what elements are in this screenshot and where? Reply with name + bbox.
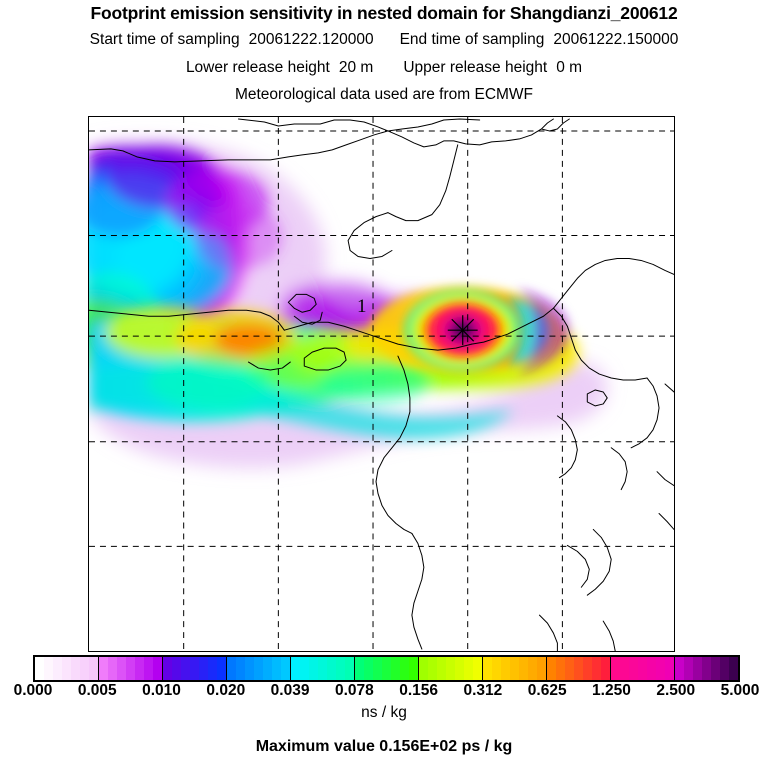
colorbar-gradient — [33, 655, 740, 682]
colorbar-segment — [611, 657, 675, 680]
maximum-value-label: Maximum value 0.156E+02 ps / kg — [255, 738, 513, 755]
colorbar-tick-label: 0.156 — [399, 682, 439, 699]
colorbar-tick-label: 5.000 — [720, 682, 760, 699]
map-plot-inner: 1 — [89, 117, 674, 651]
colorbar-tick-label: 0.000 — [13, 682, 53, 699]
release-point-star-icon — [447, 315, 478, 346]
colorbar-segment — [483, 657, 547, 680]
page-title: Footprint emission sensitivity in nested… — [90, 3, 678, 23]
colorbar-tick-label: 0.078 — [334, 682, 374, 699]
colorbar-tick-labels: 0.000 0.005 0.010 0.020 0.039 0.078 0.156 0.312… — [0, 682, 768, 702]
sampling-time-line: Start time of sampling 20061222.120000 End… — [0, 31, 768, 49]
map-gridlines — [89, 117, 674, 651]
colorbar-tick-label: 0.020 — [206, 682, 246, 699]
coastline-overlay — [89, 118, 674, 651]
map-plot-area: 1 — [88, 116, 675, 652]
meteorological-source-line: Meteorological data used are from ECMWF — [234, 86, 534, 103]
end-time-label: End time of sampling — [399, 31, 545, 48]
colorbar-tick-label: 0.005 — [77, 682, 117, 699]
colorbar-segment — [227, 657, 291, 680]
release-height-line: Lower release height 20 m Upper release he… — [0, 59, 768, 77]
upper-release-height-value: 0 m — [556, 59, 583, 76]
colorbar-tick-label: 0.312 — [463, 682, 503, 699]
colorbar-segment — [547, 657, 611, 680]
colorbar-segment — [355, 657, 419, 680]
colorbar-segment — [99, 657, 163, 680]
colorbar-segment — [675, 657, 738, 680]
colorbar-tick-label: 0.625 — [527, 682, 567, 699]
colorbar-segment — [291, 657, 355, 680]
colorbar-segment — [163, 657, 227, 680]
contour-label-1: 1 — [357, 296, 367, 317]
colorbar-tick-label: 0.039 — [270, 682, 310, 699]
start-time-value: 20061222.120000 — [248, 31, 374, 48]
lower-release-height-label: Lower release height — [185, 59, 330, 76]
upper-release-height-label: Upper release height — [403, 59, 548, 76]
end-time-value: 20061222.150000 — [553, 31, 679, 48]
colorbar-segment — [35, 657, 99, 680]
colorbar — [33, 655, 740, 682]
colorbar-unit-label: ns / kg — [361, 704, 407, 721]
colorbar-segment — [419, 657, 483, 680]
lower-release-height-value: 20 m — [338, 59, 374, 76]
colorbar-tick-label: 0.010 — [142, 682, 181, 699]
colorbar-tick-label: 2.500 — [656, 682, 696, 699]
colorbar-tick-label: 1.250 — [592, 682, 631, 699]
start-time-label: Start time of sampling — [89, 31, 240, 48]
